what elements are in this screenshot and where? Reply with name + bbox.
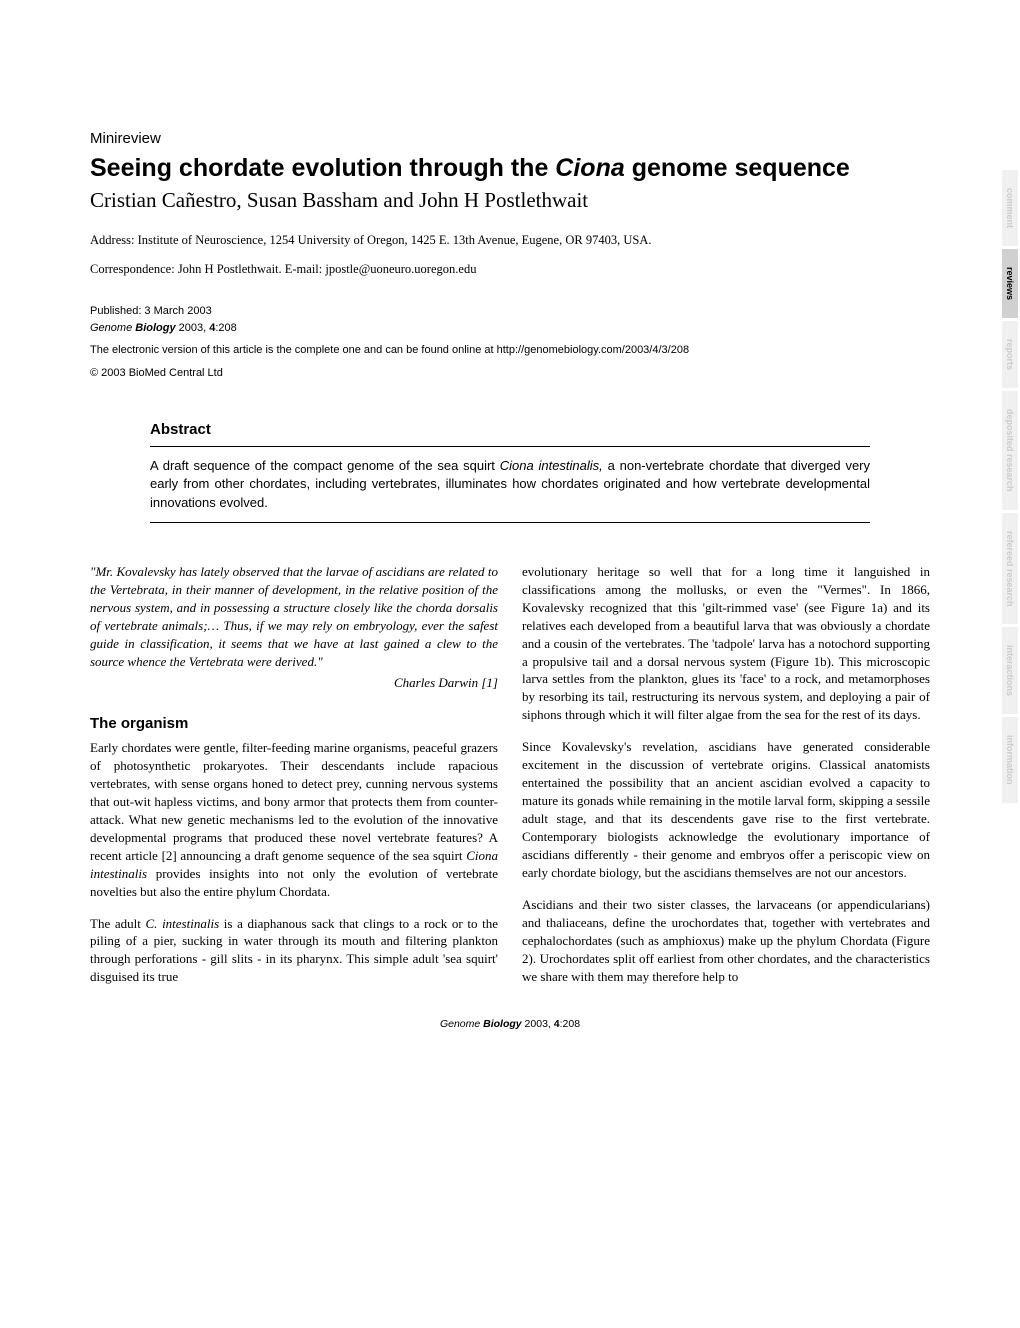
journal-year: 2003, [176, 322, 210, 334]
article-section-label: Minireview [90, 130, 930, 147]
abstract-species: Ciona intestinalis, [500, 458, 603, 473]
article-title: Seeing chordate evolution through the Ci… [90, 153, 930, 184]
published-date: Published: 3 March 2003 [90, 303, 930, 320]
footer-page: :208 [560, 1018, 580, 1030]
p1a: Early chordates were gentle, filter-feed… [90, 740, 498, 863]
title-species: Ciona [555, 154, 624, 182]
title-post: genome sequence [625, 154, 850, 182]
article-page: Minireview Seeing chordate evolution thr… [0, 0, 1020, 1080]
article-correspondence: Correspondence: John H Postlethwait. E-m… [90, 262, 930, 277]
section-heading-organism: The organism [90, 714, 498, 735]
body-paragraph-2: The adult C. intestinalis is a diaphanou… [90, 915, 498, 987]
article-authors: Cristian Cañestro, Susan Bassham and Joh… [90, 188, 930, 213]
title-pre: Seeing chordate evolution through the [90, 154, 555, 182]
abstract-rule-top [150, 446, 870, 447]
p1c: provides insights into not only the evol… [90, 866, 498, 899]
right-column: evolutionary heritage so well that for a… [522, 563, 930, 986]
journal-bold: Biology [135, 322, 175, 334]
article-address: Address: Institute of Neuroscience, 1254… [90, 233, 930, 248]
footer-journal-bold: Biology [483, 1018, 522, 1030]
body-columns: "Mr. Kovalevsky has lately observed that… [90, 563, 930, 986]
body-paragraph-3: evolutionary heritage so well that for a… [522, 563, 930, 724]
electronic-version-note: The electronic version of this article i… [90, 342, 930, 359]
body-paragraph-4: Since Kovalevsky's revelation, ascidians… [522, 738, 930, 882]
journal-citation: Genome Biology 2003, 4:208 [90, 320, 930, 337]
copyright-notice: © 2003 BioMed Central Ltd [90, 365, 930, 382]
footer-year: 2003, [522, 1018, 554, 1030]
body-paragraph-5: Ascidians and their two sister classes, … [522, 896, 930, 986]
abstract-rule-bottom [150, 522, 870, 523]
page-footer: Genome Biology 2003, 4:208 [90, 1018, 930, 1030]
p2a: The adult [90, 916, 146, 931]
left-column: "Mr. Kovalevsky has lately observed that… [90, 563, 498, 986]
footer-journal-name: Genome [440, 1018, 483, 1030]
p2-species: C. intestinalis [146, 916, 220, 931]
epigraph-quote: "Mr. Kovalevsky has lately observed that… [90, 563, 498, 671]
publication-block: Published: 3 March 2003 Genome Biology 2… [90, 303, 930, 381]
epigraph-attribution: Charles Darwin [1] [90, 674, 498, 692]
abstract-pre: A draft sequence of the compact genome o… [150, 458, 500, 473]
journal-page: :208 [215, 322, 236, 334]
abstract-text: A draft sequence of the compact genome o… [150, 457, 870, 512]
journal-name: Genome [90, 322, 135, 334]
abstract-box: Abstract A draft sequence of the compact… [150, 421, 870, 523]
abstract-heading: Abstract [150, 421, 870, 438]
body-paragraph-1: Early chordates were gentle, filter-feed… [90, 739, 498, 900]
